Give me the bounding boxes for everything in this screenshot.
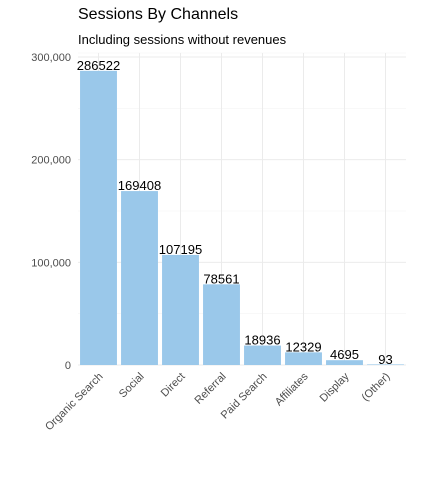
bar bbox=[326, 360, 363, 365]
y-tick-label: 0 bbox=[65, 360, 71, 372]
y-tick-label: 100,000 bbox=[31, 257, 71, 269]
y-tick-label: 300,000 bbox=[31, 52, 71, 64]
x-tick-label: Affiliates bbox=[273, 370, 311, 408]
x-tick-label: (Other) bbox=[359, 371, 392, 404]
chart-title: Sessions By Channels bbox=[78, 6, 239, 23]
bar-value-label: 12329 bbox=[285, 339, 321, 354]
bar bbox=[80, 70, 117, 366]
x-tick-label: Organic Search bbox=[43, 371, 106, 434]
bar-value-label: 78561 bbox=[203, 271, 239, 286]
bar bbox=[244, 345, 281, 365]
bar bbox=[121, 191, 158, 365]
bar-value-label: 93 bbox=[378, 352, 392, 367]
x-tick-label: Direct bbox=[159, 371, 188, 400]
bar bbox=[162, 254, 199, 365]
bar bbox=[367, 364, 404, 365]
y-axis-ticks: 0 100,000 200,000 300,000 bbox=[31, 52, 71, 372]
x-tick-label: Social bbox=[117, 371, 147, 401]
bars bbox=[80, 70, 404, 366]
y-tick-label: 200,000 bbox=[31, 155, 71, 167]
bar-value-label: 4695 bbox=[330, 347, 359, 362]
bar-value-label: 18936 bbox=[244, 333, 280, 348]
bar-value-label: 107195 bbox=[159, 242, 202, 257]
bar bbox=[285, 352, 322, 365]
bar-value-label: 286522 bbox=[77, 58, 120, 73]
bar bbox=[203, 284, 240, 365]
bar-value-label: 169408 bbox=[118, 178, 161, 193]
x-tick-label: Referral bbox=[192, 371, 228, 407]
x-tick-label: Display bbox=[318, 370, 352, 404]
chart-subtitle: Including sessions without revenues bbox=[78, 32, 287, 47]
